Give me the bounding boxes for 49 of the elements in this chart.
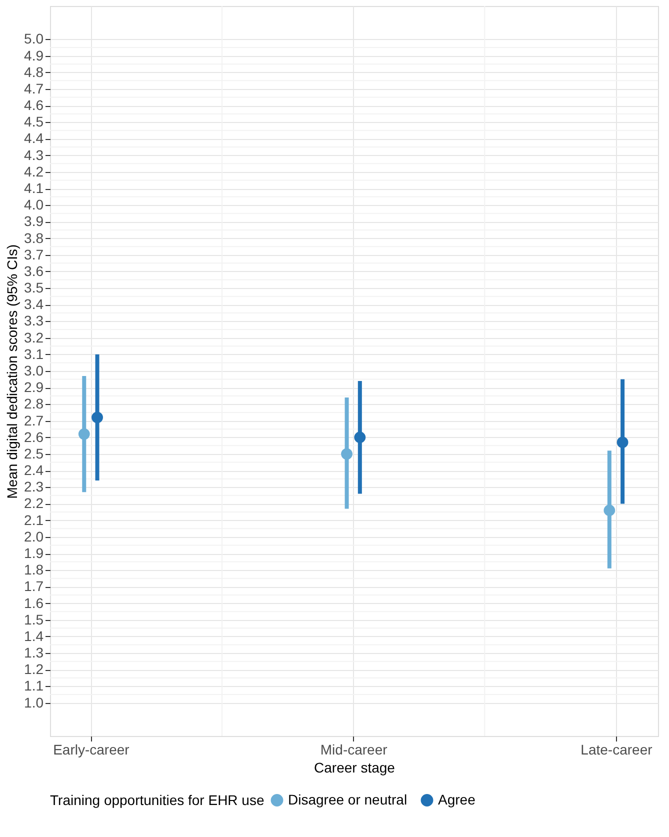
y-tick-label: 1.6 — [24, 594, 44, 611]
x-tick-label: Mid-career — [320, 742, 388, 758]
y-tick-label: 4.1 — [24, 180, 44, 196]
y-tick-label: 2.5 — [24, 445, 44, 462]
y-tick-label: 2.4 — [24, 462, 44, 478]
y-tick-label: 2.8 — [24, 396, 44, 412]
legend-label: Disagree or neutral — [288, 791, 408, 808]
x-tick-label: Late-career — [580, 742, 653, 758]
y-tick-label: 4.3 — [24, 146, 44, 163]
y-tick-label: 3.4 — [24, 296, 44, 312]
y-tick-label: 3.3 — [24, 312, 44, 329]
y-tick-label: 4.6 — [24, 97, 44, 114]
y-tick-label: 2.9 — [24, 379, 44, 396]
y-tick-label: 3.2 — [24, 329, 44, 346]
y-tick-label: 1.5 — [24, 611, 44, 628]
y-tick-label: 4.8 — [24, 64, 44, 80]
y-tick-label: 4.5 — [24, 114, 44, 130]
y-tick-label: 2.2 — [24, 495, 44, 512]
y-tick-label: 1.0 — [24, 694, 44, 710]
y-tick-label: 1.3 — [24, 644, 44, 661]
y-tick-label: 3.6 — [24, 262, 44, 279]
y-tick-label: 3.9 — [24, 213, 44, 230]
y-axis-title: Mean digital dedication scores (95% CIs) — [4, 244, 20, 499]
x-tick-label: Early-career — [53, 742, 130, 758]
y-tick-label: 2.0 — [24, 528, 44, 544]
y-tick-label: 1.8 — [24, 562, 44, 578]
y-tick-label: 1.2 — [24, 661, 44, 678]
y-tick-label: 1.7 — [24, 578, 44, 594]
y-tick-label: 3.1 — [24, 346, 44, 362]
y-tick-label: 4.4 — [24, 130, 44, 146]
legend-title: Training opportunities for EHR use — [50, 792, 264, 808]
y-tick-label: 4.7 — [24, 80, 44, 96]
y-tick-label: 4.9 — [24, 47, 44, 64]
y-tick-label: 3.5 — [24, 280, 44, 296]
x-axis-title: Career stage — [314, 760, 396, 776]
y-tick-label: 1.1 — [24, 678, 44, 694]
y-tick-label: 2.3 — [24, 478, 44, 495]
y-tick-label: 3.8 — [24, 230, 44, 246]
y-tick-label: 4.0 — [24, 196, 44, 213]
y-tick-label: 2.1 — [24, 512, 44, 528]
y-tick-label: 1.9 — [24, 545, 44, 561]
y-tick-label: 4.2 — [24, 163, 44, 180]
legend-label: Agree — [438, 791, 476, 808]
y-tick-label: 3.0 — [24, 362, 44, 378]
y-tick-label: 3.7 — [24, 246, 44, 262]
y-tick-label: 5.0 — [24, 30, 44, 47]
y-tick-label: 1.4 — [24, 628, 44, 644]
y-tick-label: 2.7 — [24, 412, 44, 428]
y-tick-label: 2.6 — [24, 428, 44, 445]
